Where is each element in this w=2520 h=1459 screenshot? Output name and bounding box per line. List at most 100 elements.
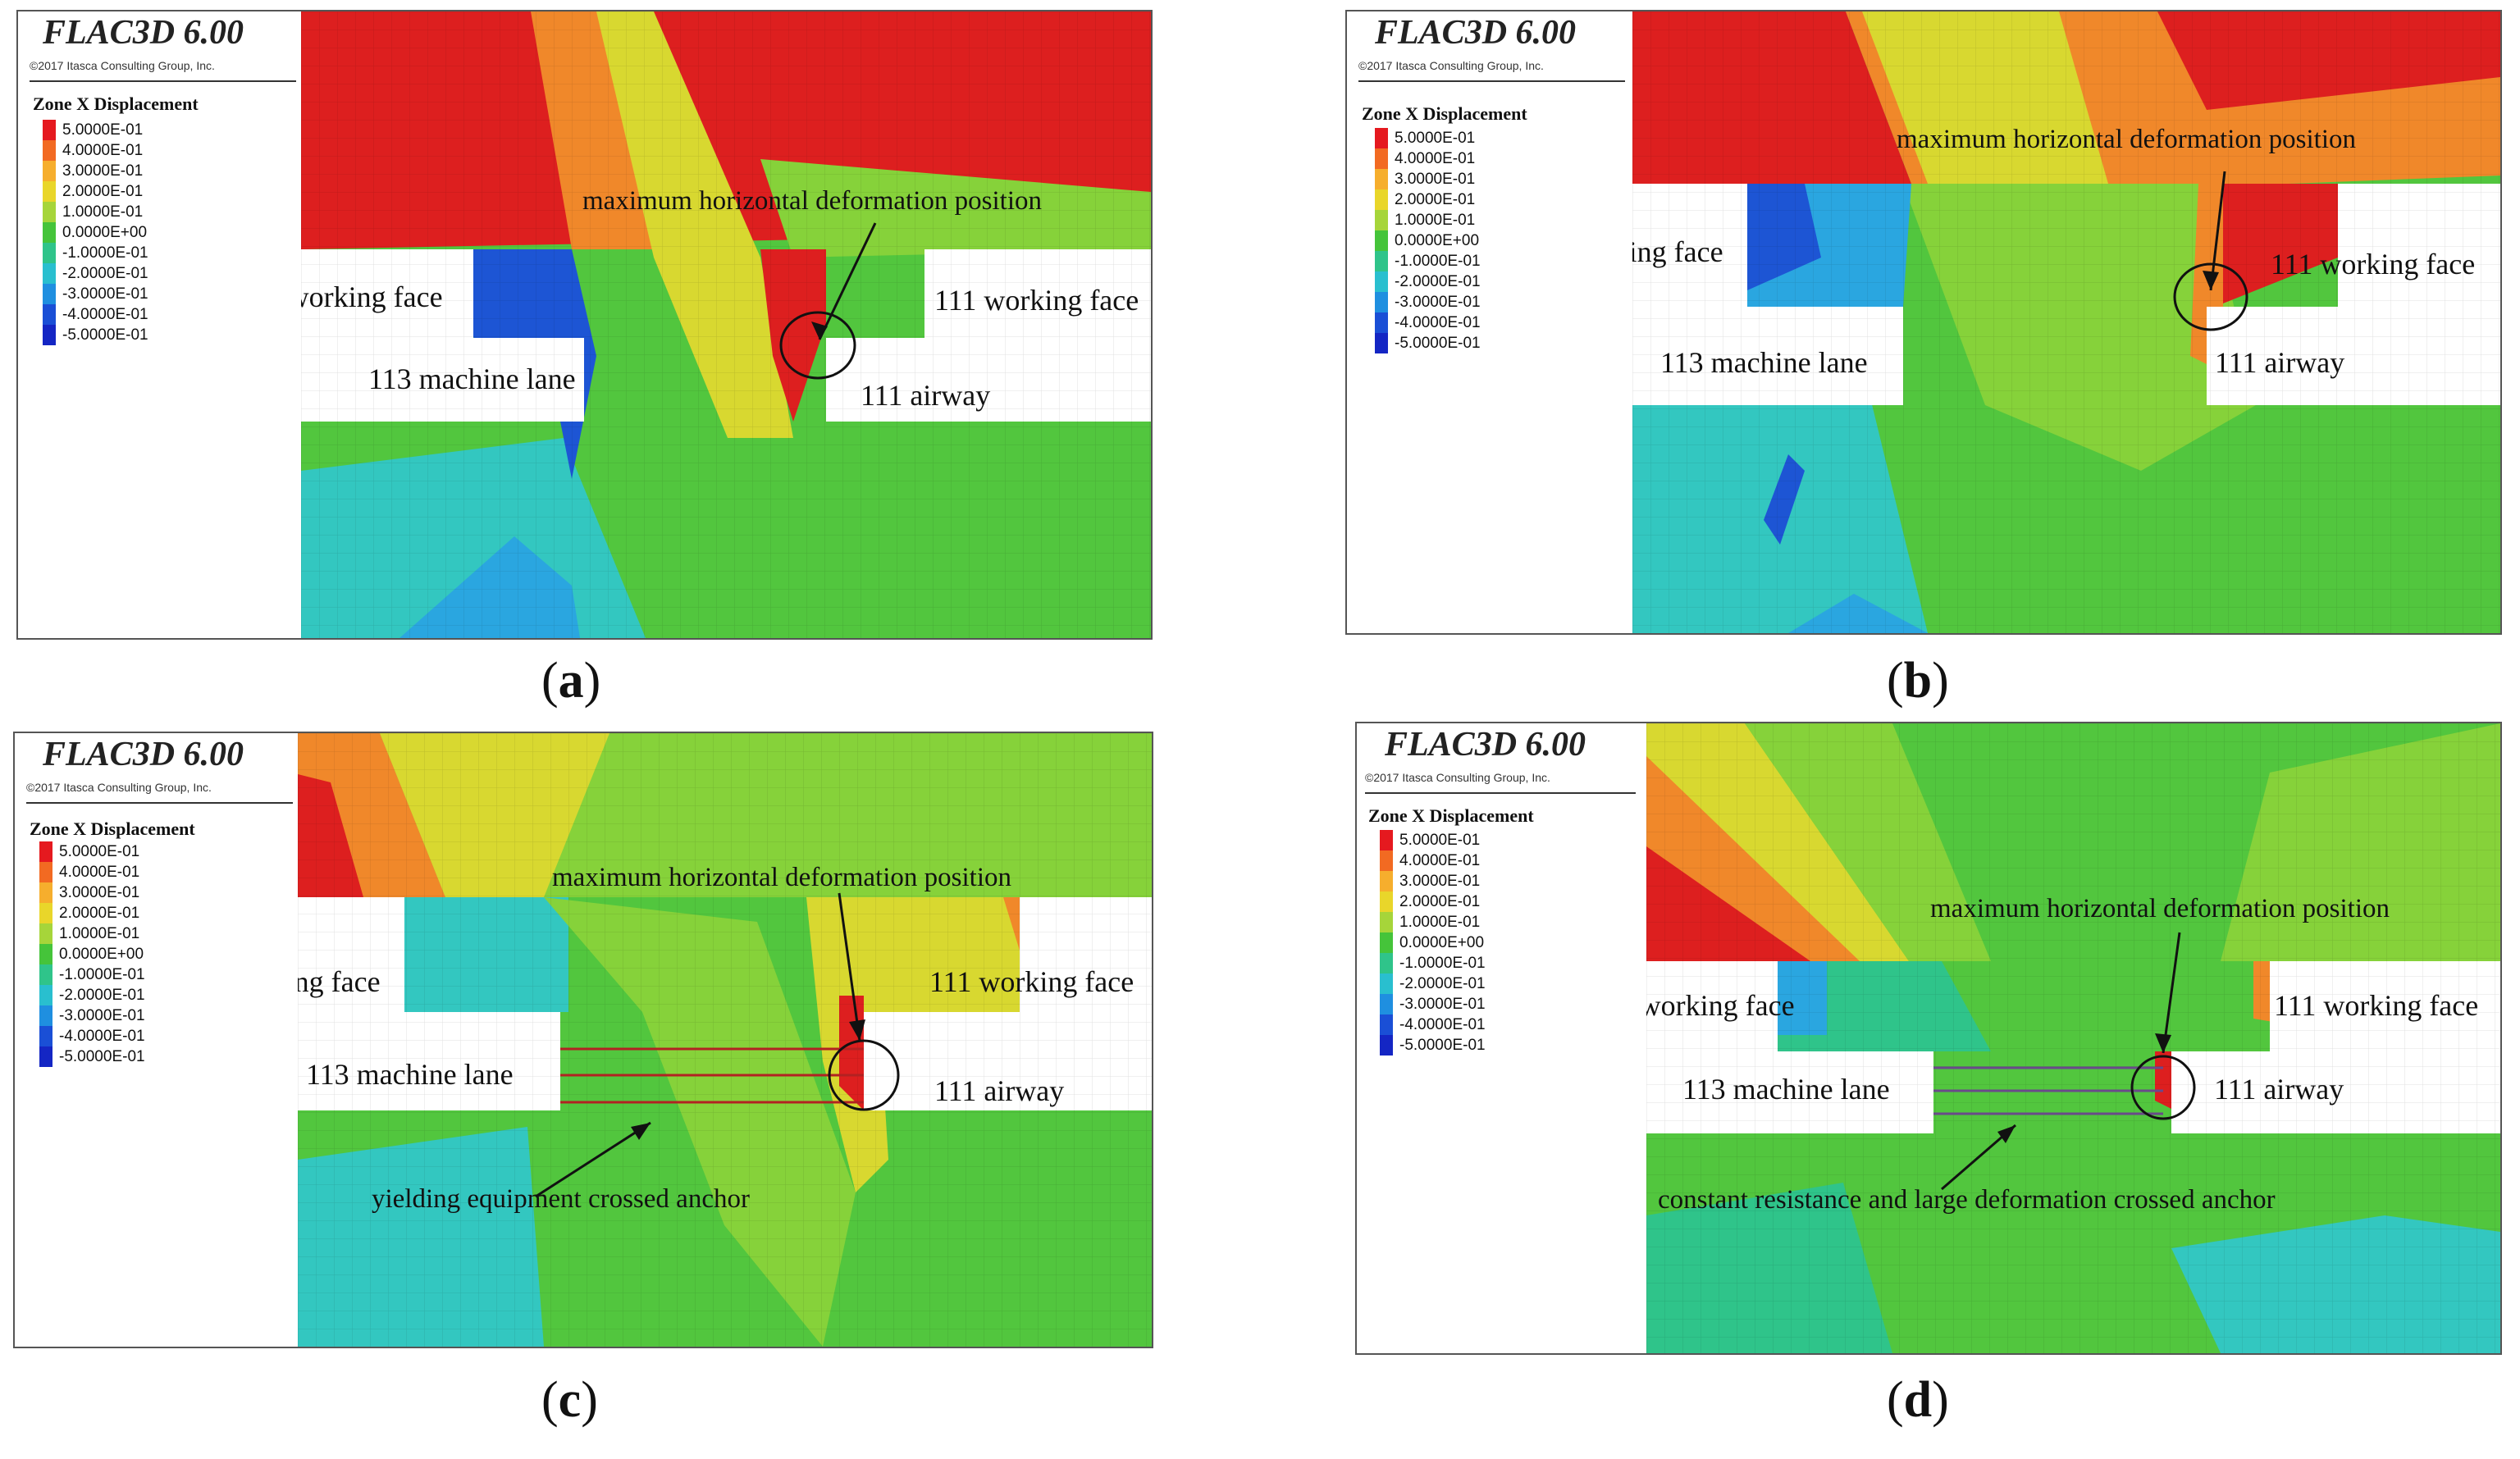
legend-item: 2.0000E-01	[39, 903, 139, 923]
legend-label: -3.0000E-01	[1395, 293, 1481, 311]
label-anchor: constant resistance and large deformatio…	[1658, 1185, 2276, 1215]
legend-swatch	[39, 882, 52, 903]
legend-item: -3.0000E-01	[1380, 994, 1486, 1014]
legend-swatch	[43, 243, 56, 263]
legend-item: 1.0000E-01	[1380, 912, 1480, 932]
pointer-arrow	[2162, 932, 2181, 1054]
legend-label: -2.0000E-01	[1395, 272, 1481, 290]
brand-title: FLAC3D 6.00	[1375, 14, 1577, 52]
contour-plot: maximum horizontal deformation position …	[175, 733, 1152, 1347]
mesh-grid	[1632, 11, 2500, 633]
legend-box: FLAC3D 6.00 ©2017 Itasca Consulting Grou…	[1347, 11, 1632, 633]
caption-letter: c	[558, 1372, 582, 1428]
legend-swatch	[1380, 953, 1393, 973]
legend-label: 1.0000E-01	[62, 203, 144, 221]
legend-label: -5.0000E-01	[62, 326, 148, 344]
legend-label: 4.0000E-01	[62, 141, 144, 159]
label-111-working-face: 111 working face	[934, 284, 1139, 317]
max-position-circle	[2130, 1055, 2196, 1120]
legend-swatch	[1375, 230, 1388, 251]
legend-label: -1.0000E-01	[62, 244, 148, 262]
legend-label: -1.0000E-01	[1395, 252, 1481, 270]
legend-item: 5.0000E-01	[1380, 830, 1480, 850]
label-111-working-face: 111 working face	[2274, 989, 2479, 1022]
legend-title: Zone X Displacement	[1368, 805, 1534, 826]
contour-plot: maximum horizontal deformation position …	[1518, 11, 2500, 633]
legend-box: FLAC3D 6.00 ©2017 Itasca Consulting Grou…	[1357, 723, 1646, 1353]
legend-swatch	[1375, 128, 1388, 148]
legend-item: 4.0000E-01	[39, 862, 139, 882]
caption-c: (c)	[541, 1372, 598, 1428]
anchor-arrow-head	[631, 1123, 651, 1140]
caption-letter: d	[1903, 1372, 1933, 1428]
label-anchor: yielding equipment crossed anchor	[372, 1184, 750, 1214]
mesh-grid	[301, 11, 1151, 638]
legend-box: FLAC3D 6.00 ©2017 Itasca Consulting Grou…	[18, 11, 301, 638]
legend-item: -1.0000E-01	[43, 243, 148, 263]
label-113-machine-lane: 113 machine lane	[1660, 346, 1868, 379]
legend-swatch	[43, 120, 56, 140]
max-position-circle	[2173, 262, 2248, 331]
legend-item: -3.0000E-01	[43, 284, 148, 304]
legend-label: 3.0000E-01	[1395, 170, 1476, 188]
legend-label: 5.0000E-01	[59, 842, 140, 860]
legend-swatch	[1380, 973, 1393, 994]
anchor-pointer-arrow	[535, 1121, 651, 1198]
legend-swatch	[43, 263, 56, 284]
caption-b: (b)	[1887, 653, 1949, 709]
legend-swatch	[1375, 251, 1388, 271]
legend-swatch	[1375, 333, 1388, 353]
legend-item: -1.0000E-01	[39, 964, 145, 985]
legend-title: Zone X Displacement	[30, 818, 195, 839]
legend-item: -2.0000E-01	[1380, 973, 1486, 994]
legend-label: 5.0000E-01	[62, 121, 144, 139]
legend-swatch	[1375, 189, 1388, 210]
legend-swatch	[43, 202, 56, 222]
legend-item: -1.0000E-01	[1380, 953, 1486, 973]
caption-a: (a)	[541, 653, 601, 709]
legend-swatch	[1380, 912, 1393, 932]
legend-label: 2.0000E-01	[1395, 190, 1476, 208]
legend-swatch	[1380, 1014, 1393, 1035]
legend-item: -4.0000E-01	[1380, 1014, 1486, 1035]
legend-item: 4.0000E-01	[43, 140, 143, 161]
legend-swatch	[1380, 830, 1393, 850]
anchor-arrow-head	[1997, 1125, 2016, 1143]
label-111-airway: 111 airway	[934, 1074, 1065, 1107]
legend-label: -5.0000E-01	[59, 1047, 145, 1065]
label-111-airway: 111 airway	[2215, 346, 2345, 379]
legend-label: -4.0000E-01	[59, 1027, 145, 1045]
legend-swatch	[1375, 271, 1388, 292]
legend-item: 2.0000E-01	[1375, 189, 1475, 210]
legend-item: 4.0000E-01	[1375, 148, 1475, 169]
legend-item: -1.0000E-01	[1375, 251, 1481, 271]
legend-item: 3.0000E-01	[43, 161, 143, 181]
legend-label: -3.0000E-01	[59, 1006, 145, 1024]
legend-divider	[1365, 792, 1636, 794]
label-113-machine-lane: 113 machine lane	[306, 1058, 514, 1091]
legend-label: 5.0000E-01	[1399, 831, 1481, 849]
label-111-airway: 111 airway	[2214, 1073, 2344, 1106]
copyright-text: ©2017 Itasca Consulting Group, Inc.	[26, 781, 212, 794]
label-max-position: maximum horizontal deformation position	[1930, 894, 2390, 923]
legend-swatch	[43, 304, 56, 325]
legend-item: -5.0000E-01	[39, 1046, 145, 1067]
label-111-working-face: 111 working face	[2271, 248, 2476, 280]
legend-item: -3.0000E-01	[1375, 292, 1481, 312]
legend-label: -4.0000E-01	[62, 305, 148, 323]
legend-label: 4.0000E-01	[1395, 149, 1476, 167]
mesh-grid	[1646, 723, 2500, 1353]
legend-swatch	[39, 1026, 52, 1046]
pointer-arrow	[838, 892, 861, 1042]
brand-title: FLAC3D 6.00	[1385, 726, 1586, 764]
legend-title: Zone X Displacement	[33, 93, 199, 114]
legend-swatch	[39, 923, 52, 944]
legend-label: 1.0000E-01	[1399, 913, 1481, 931]
legend-item: 2.0000E-01	[1380, 891, 1480, 912]
legend-item: -4.0000E-01	[43, 304, 148, 325]
copyright-text: ©2017 Itasca Consulting Group, Inc.	[1365, 771, 1550, 784]
panel-b: maximum horizontal deformation position …	[1345, 10, 2502, 635]
contour-plot: maximum horizontal deformation position …	[237, 11, 1151, 638]
legend-label: 2.0000E-01	[62, 182, 144, 200]
legend-divider	[1358, 80, 1625, 82]
